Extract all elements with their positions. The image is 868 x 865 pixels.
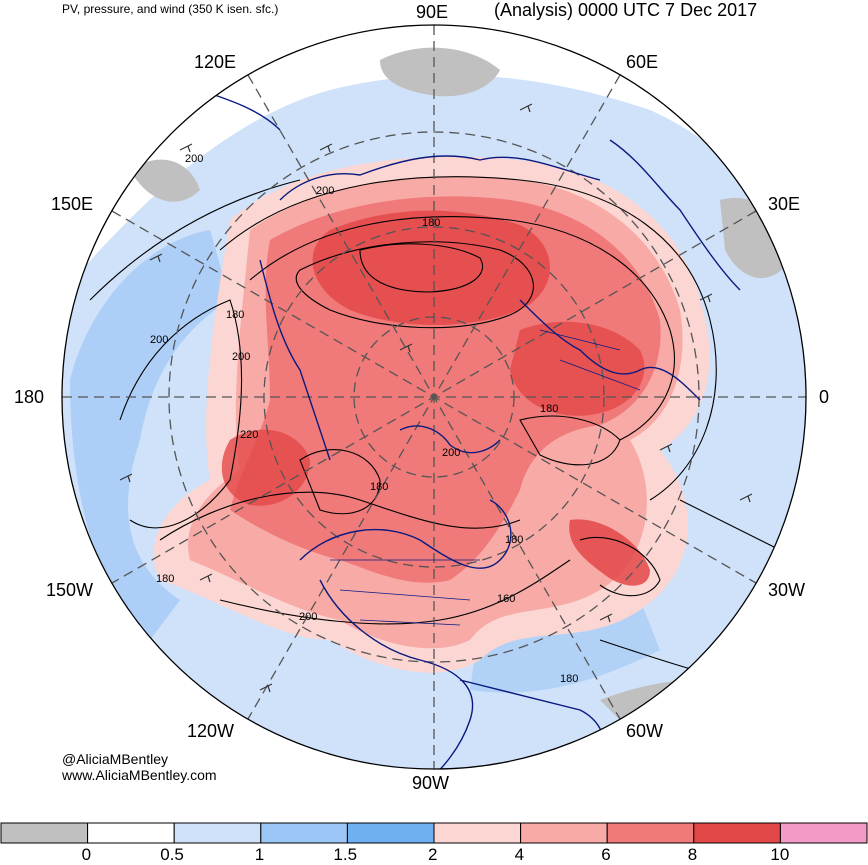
contour-label: 180 [226,309,244,321]
contour-label: 180 [370,481,388,493]
colorbar-swatch [0,822,89,844]
lon-label-120w: 120W [187,721,235,741]
colorbar-swatch [260,822,348,844]
lon-label-60w: 60W [626,721,664,741]
colorbar-swatch [346,822,435,844]
wind-barbs [119,103,753,693]
pv-band-mid-blue [70,230,230,640]
pv-core-west [221,429,310,506]
author-handle: @AliciaMBentley [62,751,169,767]
lon-label-30w: 30W [768,580,806,600]
pressure-contours [89,176,801,691]
colorbar-swatch [693,822,781,844]
colorbar-tick-label: 4 [514,845,525,864]
pv-gray-patch-nw [130,159,200,202]
contour-label: 220 [240,429,258,441]
pv-fill-layer [62,25,806,769]
pv-core-east [510,321,645,416]
colorbar-swatch [520,822,608,844]
contour-label: 200 [185,153,203,165]
colorbar-tick-label: 1.5 [333,845,358,864]
lon-label-180: 180 [14,387,45,407]
colorbar-swatch [87,822,175,844]
colorbar-tick-label: 1 [254,845,265,864]
contour-label: 200 [150,334,168,346]
colorbar-swatch [606,822,695,844]
colorbar [0,822,868,844]
pv-gray-patch-north [380,47,500,97]
contour-label: 200 [232,351,250,363]
lon-label-90w: 90W [412,773,450,793]
contour-label: 180 [560,673,578,685]
map-boundary [61,24,807,770]
colorbar-tick-label: 0.5 [160,845,184,864]
colorbar-swatch [433,822,522,844]
lon-label-120e: 120E [194,52,237,72]
lon-label-150w: 150W [46,580,94,600]
product-title: PV, pressure, and wind (350 K isen. sfc.… [62,2,279,16]
colorbar-swatch [173,822,262,844]
contour-labels: 200 200 180 180 200 200 220 180 200 180 … [150,153,578,685]
contour-label: 200 [316,185,334,197]
contour-label: 180 [156,573,174,585]
lon-label-60e: 60E [626,52,659,72]
analysis-time-title: (Analysis) 0000 UTC 7 Dec 2017 [494,0,758,20]
graticule [62,25,806,769]
colorbar-tick-label: 2 [428,845,438,864]
colorbar-tick-label: 10 [770,845,790,864]
contour-label: 180 [422,217,440,229]
contour-label: 180 [505,534,523,546]
contour-label: 200 [299,611,317,623]
colorbar-tick-label: 6 [601,845,611,864]
contour-label: 160 [497,593,515,605]
author-website[interactable]: www.AliciaMBentley.com [62,767,217,783]
lon-label-90e: 90E [416,2,449,22]
lon-label-30e: 30E [768,194,801,214]
lon-label-0: 0 [819,387,830,407]
contour-label: 180 [540,403,558,415]
lon-label-150e: 150E [51,194,94,214]
contour-label: 200 [442,447,460,459]
pv-core-south-east [569,519,650,586]
colorbar-tick-label: 0 [81,845,92,864]
colorbar-tick-label: 8 [687,845,698,864]
colorbar-swatch [779,822,868,844]
political-borders [330,329,641,626]
